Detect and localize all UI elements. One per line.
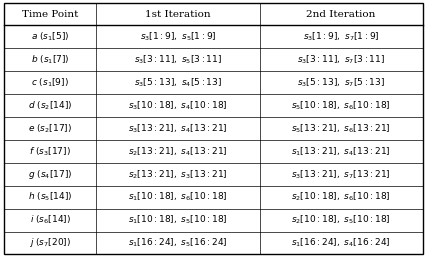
Text: $s_3[5:13],\ s_7[5:13]$: $s_3[5:13],\ s_7[5:13]$: [296, 76, 384, 89]
Text: $s_2[10:18],\ s_6[10:18]$: $s_2[10:18],\ s_6[10:18]$: [291, 191, 390, 204]
Text: $a\ (s_1[5])$: $a\ (s_1[5])$: [31, 31, 69, 43]
Text: $s_3[1:9],\ s_5[1:9]$: $s_3[1:9],\ s_5[1:9]$: [139, 31, 216, 43]
Text: $s_1[16:24],\ s_4[16:24]$: $s_1[16:24],\ s_4[16:24]$: [291, 237, 390, 249]
Text: $s_5[10:18],\ s_6[10:18]$: $s_5[10:18],\ s_6[10:18]$: [291, 99, 390, 112]
Text: $s_3[3:11],\ s_7[3:11]$: $s_3[3:11],\ s_7[3:11]$: [296, 53, 384, 66]
Text: 1st Iteration: 1st Iteration: [145, 10, 210, 19]
Text: $s_2[13:21],\ s_3[13:21]$: $s_2[13:21],\ s_3[13:21]$: [128, 168, 227, 181]
Text: $s_3[10:18],\ s_4[10:18]$: $s_3[10:18],\ s_4[10:18]$: [128, 99, 227, 112]
Text: $s_3[1:9],\ s_7[1:9]$: $s_3[1:9],\ s_7[1:9]$: [302, 31, 379, 43]
Text: $s_1[10:18],\ s_5[10:18]$: $s_1[10:18],\ s_5[10:18]$: [128, 214, 227, 226]
Text: $j\ (s_7[20])$: $j\ (s_7[20])$: [29, 236, 71, 250]
Text: $i\ (s_6[14])$: $i\ (s_6[14])$: [30, 214, 71, 226]
Text: $h\ (s_5[14])$: $h\ (s_5[14])$: [28, 191, 72, 204]
Text: $s_2[13:21],\ s_4[13:21]$: $s_2[13:21],\ s_4[13:21]$: [128, 145, 227, 158]
Text: $s_3[5:13],\ s_4[5:13]$: $s_3[5:13],\ s_4[5:13]$: [133, 76, 222, 89]
Text: $c\ (s_1[9])$: $c\ (s_1[9])$: [32, 76, 69, 89]
Text: $s_1[10:18],\ s_6[10:18]$: $s_1[10:18],\ s_6[10:18]$: [128, 191, 227, 204]
Text: $f\ (s_3[17])$: $f\ (s_3[17])$: [29, 145, 71, 158]
Text: $d\ (s_2[14])$: $d\ (s_2[14])$: [28, 99, 72, 112]
Text: $e\ (s_2[17])$: $e\ (s_2[17])$: [28, 122, 72, 135]
Text: $s_3[13:21],\ s_4[13:21]$: $s_3[13:21],\ s_4[13:21]$: [128, 122, 227, 135]
Text: $g\ (s_4[17])$: $g\ (s_4[17])$: [28, 168, 72, 181]
Text: 2nd Iteration: 2nd Iteration: [306, 10, 375, 19]
Text: $s_2[10:18],\ s_5[10:18]$: $s_2[10:18],\ s_5[10:18]$: [291, 214, 390, 226]
Text: $s_5[13:21],\ s_6[13:21]$: $s_5[13:21],\ s_6[13:21]$: [291, 122, 390, 135]
Text: $s_3[3:11],\ s_5[3:11]$: $s_3[3:11],\ s_5[3:11]$: [133, 53, 222, 66]
Text: $s_1[13:21],\ s_4[13:21]$: $s_1[13:21],\ s_4[13:21]$: [291, 145, 390, 158]
Text: $s_1[16:24],\ s_5[16:24]$: $s_1[16:24],\ s_5[16:24]$: [128, 237, 227, 249]
Text: Time Point: Time Point: [22, 10, 78, 19]
Text: $s_3[13:21],\ s_7[13:21]$: $s_3[13:21],\ s_7[13:21]$: [291, 168, 390, 181]
Text: $b\ (s_1[7])$: $b\ (s_1[7])$: [31, 53, 69, 66]
